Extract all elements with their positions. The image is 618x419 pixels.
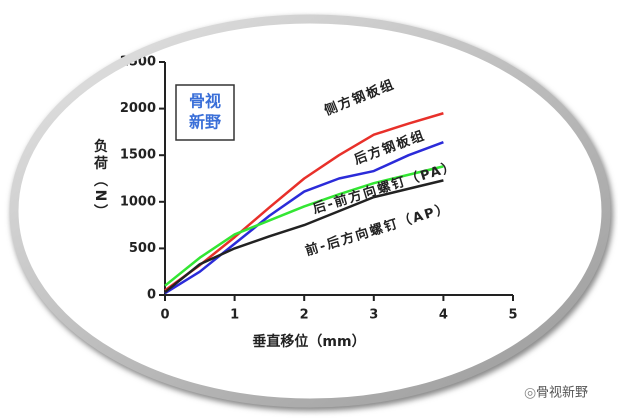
series-line bbox=[164, 179, 444, 294]
x-tick-label: 0 bbox=[160, 308, 169, 323]
series-line bbox=[164, 112, 444, 292]
logo-text: 新野 bbox=[189, 113, 221, 132]
y-tick-label: 1000 bbox=[120, 194, 156, 209]
watermark: 骨视新野 bbox=[536, 385, 588, 401]
logo-text: 骨视 bbox=[189, 92, 221, 111]
x-axis-label: 垂直移位（mm） bbox=[252, 333, 365, 350]
series-line bbox=[164, 165, 444, 287]
y-tick-label: 2000 bbox=[120, 101, 156, 116]
logo-box: 骨视 新野 bbox=[175, 84, 235, 141]
x-tick-label: 2 bbox=[300, 308, 309, 323]
watermark-icon: ◎ bbox=[524, 385, 536, 401]
x-tick-label: 1 bbox=[230, 308, 239, 323]
x-tick-label: 4 bbox=[439, 308, 448, 323]
series-line bbox=[164, 140, 444, 295]
logo-border bbox=[175, 84, 235, 141]
x-tick-label: 5 bbox=[508, 308, 517, 323]
y-tick-label: 0 bbox=[147, 288, 156, 303]
frame bbox=[9, 14, 611, 408]
y-tick-label: 500 bbox=[129, 241, 156, 256]
frame-bg bbox=[14, 19, 606, 403]
x-tick-label: 3 bbox=[369, 308, 378, 323]
y-axis-label: 负荷（N） bbox=[92, 138, 109, 221]
y-tick-label: 1500 bbox=[120, 148, 156, 163]
